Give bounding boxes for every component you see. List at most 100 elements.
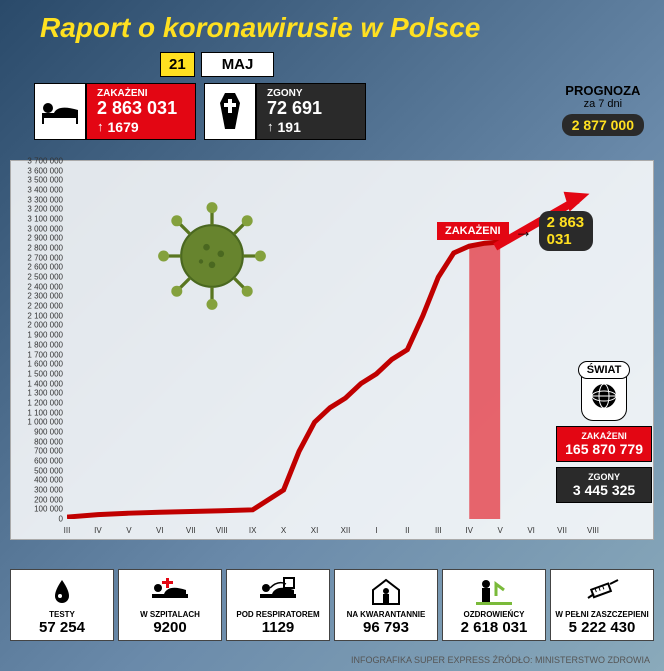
bstat-value: 57 254: [13, 619, 111, 636]
footer-credit: INFOGRAFIKA SUPER EXPRESS ŹRÓDŁO: MINIST…: [351, 655, 650, 665]
deaths-delta: 191: [267, 119, 355, 135]
y-axis: 0100 000200 000300 000400 000500 000600 …: [11, 161, 67, 519]
x-tick: IV: [465, 526, 473, 535]
x-tick: II: [405, 526, 409, 535]
y-tick: 2 300 000: [27, 292, 63, 301]
x-tick: VII: [186, 526, 196, 535]
x-tick: VIII: [587, 526, 599, 535]
chart-callout: ZAKAŻENI → 2 863 031: [437, 211, 593, 251]
y-tick: 1 500 000: [27, 369, 63, 378]
world-deaths-value: 3 445 325: [565, 482, 643, 498]
y-tick: 800 000: [34, 437, 63, 446]
bstat-label: OZDROWIEŃCY: [445, 610, 543, 619]
y-tick: 1 900 000: [27, 331, 63, 340]
y-tick: 600 000: [34, 456, 63, 465]
x-tick: VI: [527, 526, 535, 535]
house-icon: [337, 574, 435, 608]
y-tick: 2 600 000: [27, 263, 63, 272]
bed-icon: [34, 83, 86, 140]
bottom-stat: NA KWARANTANNIE96 793: [334, 569, 438, 641]
date-row: 21 MAJ: [160, 52, 664, 77]
drop-icon: [13, 574, 111, 608]
y-tick: 1 800 000: [27, 340, 63, 349]
y-tick: 400 000: [34, 476, 63, 485]
x-tick: III: [64, 526, 71, 535]
coffin-icon: [204, 83, 256, 140]
y-tick: 0: [59, 515, 63, 524]
x-tick: IX: [249, 526, 257, 535]
y-tick: 1 200 000: [27, 398, 63, 407]
y-tick: 1 700 000: [27, 350, 63, 359]
hospital-icon: [121, 574, 219, 608]
bottom-stat: W PEŁNI ZASZCZEPIENI5 222 430: [550, 569, 654, 641]
syringe-icon: [553, 574, 651, 608]
y-tick: 2 200 000: [27, 302, 63, 311]
bstat-label: W SZPITALACH: [121, 610, 219, 619]
x-tick: X: [281, 526, 286, 535]
x-tick: XII: [341, 526, 351, 535]
world-deaths-label: ZGONY: [565, 472, 643, 482]
bstat-value: 1129: [229, 619, 327, 636]
infected-value: 2 863 031: [97, 99, 185, 119]
date-day: 21: [160, 52, 195, 77]
y-tick: 2 400 000: [27, 282, 63, 291]
recovered-icon: [445, 574, 543, 608]
y-tick: 3 100 000: [27, 215, 63, 224]
y-tick: 500 000: [34, 466, 63, 475]
prognoza-box: PROGNOZA za 7 dni 2 877 000: [562, 83, 644, 136]
bstat-label: NA KWARANTANNIE: [337, 610, 435, 619]
y-tick: 3 200 000: [27, 205, 63, 214]
y-tick: 3 300 000: [27, 195, 63, 204]
y-tick: 2 000 000: [27, 321, 63, 330]
y-tick: 2 800 000: [27, 244, 63, 253]
bstat-label: W PEŁNI ZASZCZEPIENI: [553, 610, 651, 619]
world-infected: ZAKAŻENI 165 870 779: [556, 426, 652, 462]
bstat-label: TESTY: [13, 610, 111, 619]
deaths-box: ZGONY 72 691 191: [204, 83, 366, 140]
y-tick: 2 700 000: [27, 253, 63, 262]
infected-box: ZAKAŻENI 2 863 031 1679: [34, 83, 196, 140]
date-month: MAJ: [201, 52, 275, 77]
x-tick: I: [375, 526, 377, 535]
world-stats: ŚWIAT ZAKAŻENI 165 870 779 ZGONY 3 445 3…: [556, 360, 652, 503]
bstat-value: 96 793: [337, 619, 435, 636]
bottom-stat: W SZPITALACH9200: [118, 569, 222, 641]
y-tick: 2 500 000: [27, 273, 63, 282]
x-tick: IV: [94, 526, 102, 535]
y-tick: 3 400 000: [27, 186, 63, 195]
bottom-stats: TESTY57 254W SZPITALACH9200POD RESPIRATO…: [10, 569, 654, 641]
y-tick: 1 000 000: [27, 418, 63, 427]
deaths-value: 72 691: [267, 99, 355, 119]
bstat-label: POD RESPIRATOREM: [229, 610, 327, 619]
x-tick: XI: [311, 526, 319, 535]
y-tick: 700 000: [34, 447, 63, 456]
y-tick: 900 000: [34, 427, 63, 436]
x-tick: VII: [557, 526, 567, 535]
callout-tag: ZAKAŻENI: [437, 222, 509, 240]
world-infected-value: 165 870 779: [565, 441, 643, 457]
bottom-stat: TESTY57 254: [10, 569, 114, 641]
y-tick: 1 600 000: [27, 360, 63, 369]
page-title: Raport o koronawirusie w Polsce: [0, 0, 664, 44]
x-tick: V: [126, 526, 131, 535]
bstat-value: 5 222 430: [553, 619, 651, 636]
y-tick: 3 000 000: [27, 224, 63, 233]
world-deaths: ZGONY 3 445 325: [556, 467, 652, 503]
x-tick: VI: [156, 526, 164, 535]
globe-icon: [581, 377, 627, 421]
prognoza-label: PROGNOZA: [562, 83, 644, 98]
y-tick: 3 500 000: [27, 176, 63, 185]
bottom-stat: OZDROWIEŃCY2 618 031: [442, 569, 546, 641]
prognoza-value: 2 877 000: [562, 114, 644, 136]
bottom-stat: POD RESPIRATOREM1129: [226, 569, 330, 641]
bstat-value: 9200: [121, 619, 219, 636]
virus-icon: [157, 201, 267, 311]
y-tick: 3 600 000: [27, 166, 63, 175]
x-axis: IIIIVVVIVIIVIIIIXXXIXIIIIIIIIIVVVIVIIVII…: [67, 519, 593, 539]
x-tick: V: [498, 526, 503, 535]
y-tick: 300 000: [34, 485, 63, 494]
arrow-icon: →: [515, 221, 533, 242]
plot: ZAKAŻENI → 2 863 031: [67, 161, 593, 519]
infected-delta: 1679: [97, 119, 185, 135]
top-stats: ZAKAŻENI 2 863 031 1679 ZGONY 72 691 191…: [34, 83, 664, 140]
